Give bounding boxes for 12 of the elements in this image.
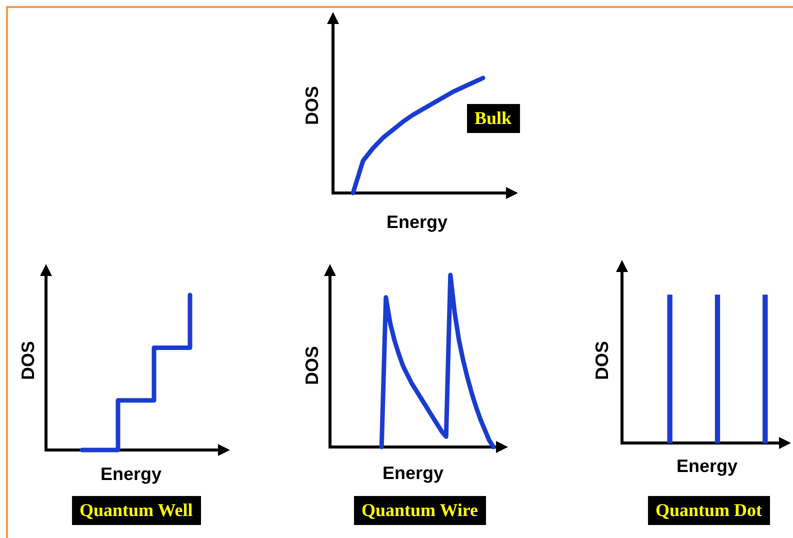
y-axis-title: DOS [302,85,322,125]
y-axis-title: DOS [18,340,38,380]
text: Bulk [466,104,520,132]
y-axis-title: DOS [592,340,612,380]
text: Quantum Wire [354,496,486,524]
x-axis-title: Energy [676,456,738,476]
text: Quantum Dot [648,496,770,524]
y-axis-title: DOS [302,345,322,385]
x-axis-title: Energy [382,462,444,484]
text: Quantum Well [72,496,201,524]
x-axis-title: Energy [100,464,162,484]
x-axis-title: Energy [386,212,448,232]
